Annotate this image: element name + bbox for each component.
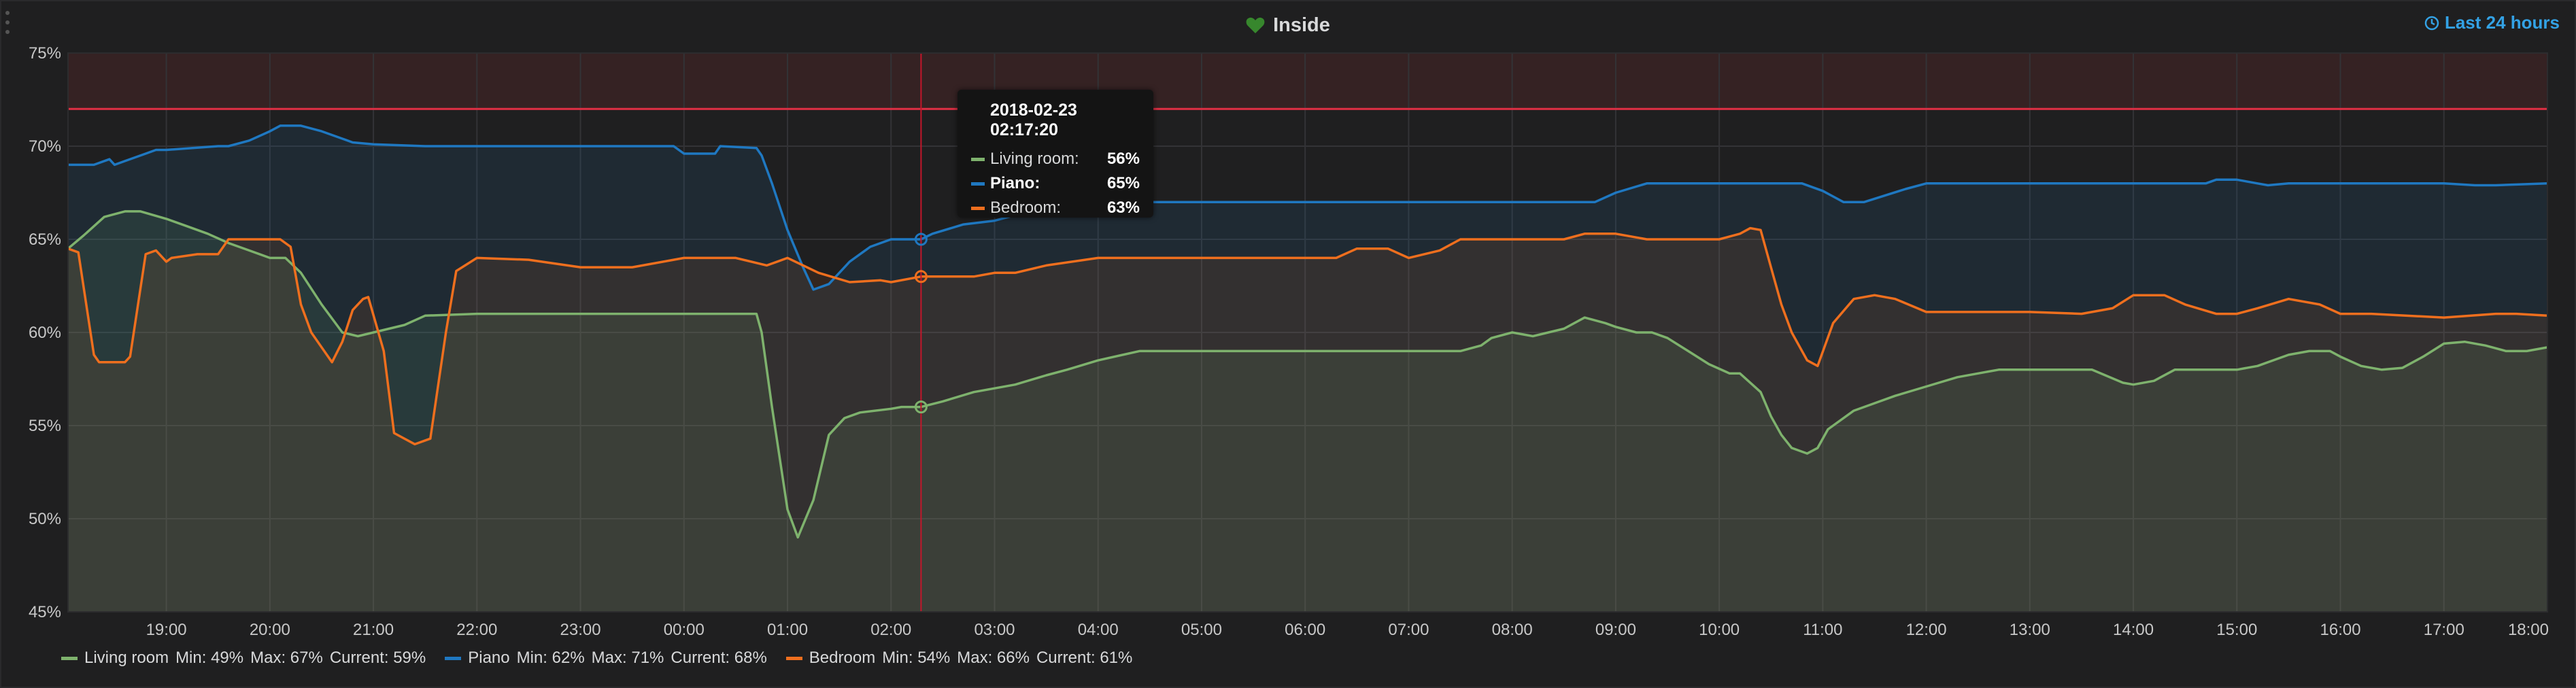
x-tick-label: 05:00 (1181, 621, 1222, 639)
legend-stat-current: Current: 68% (671, 649, 767, 667)
panel-header: Inside (1, 1, 2575, 49)
legend-item-piano[interactable]: Piano Min: 62% Max: 71% Current: 68% (445, 649, 767, 668)
y-tick-label: 55% (29, 417, 61, 435)
x-tick-label: 19:00 (146, 621, 187, 639)
x-tick-label: 21:00 (353, 621, 394, 639)
heart-icon (1246, 17, 1265, 33)
x-tick-label: 00:00 (664, 621, 705, 639)
chart-legend: Living room Min: 49% Max: 67% Current: 5… (61, 649, 1132, 668)
tooltip-swatch (971, 206, 985, 210)
tooltip-row-living-room: Living room: 56% (971, 147, 1140, 171)
series-area-piano (68, 125, 2547, 612)
hover-tooltip: 2018-02-23 02:17:20 Living room: 56% Pia… (957, 90, 1153, 218)
x-tick-label: 20:00 (250, 621, 290, 639)
y-tick-label: 65% (29, 230, 61, 249)
y-tick-label: 75% (29, 44, 61, 63)
legend-stat-min: Min: 62% (516, 649, 585, 667)
panel-title-text: Inside (1273, 14, 1330, 36)
plot-area-border (67, 52, 2548, 613)
x-tick-label: 15:00 (2216, 621, 2257, 639)
series-line-piano (68, 124, 2548, 291)
x-tick-label: 17:00 (2424, 621, 2464, 639)
legend-series-name: Living room (84, 649, 169, 667)
x-tick-label: 04:00 (1078, 621, 1119, 639)
x-tick-label: 07:00 (1388, 621, 1429, 639)
x-tick-label: 08:00 (1492, 621, 1533, 639)
legend-stat-max: Max: 71% (591, 649, 664, 667)
tooltip-swatch (971, 182, 985, 186)
legend-item-bedroom[interactable]: Bedroom Min: 54% Max: 66% Current: 61% (785, 649, 1133, 668)
x-tick-label: 11:00 (1803, 621, 1842, 639)
x-tick-label: 10:00 (1699, 621, 1740, 639)
x-tick-label: 01:00 (767, 621, 808, 639)
hover-point-piano (914, 233, 928, 246)
y-tick-label: 70% (29, 137, 61, 156)
legend-stat-min: Min: 54% (882, 649, 951, 667)
tooltip-series-name: Piano: (990, 174, 1040, 192)
series-line-living-room (67, 210, 2548, 539)
line-chart[interactable]: 45% 50% 55% 60% 65% 70% 75% 19:00 20:00 21:00 22:0… (1, 1, 2576, 640)
tooltip-series-value: 63% (1106, 199, 1140, 217)
tooltip-series-name: Living room: (990, 150, 1079, 168)
legend-swatch (785, 656, 802, 660)
legend-stat-max: Max: 67% (250, 649, 323, 667)
x-tick-label: 16:00 (2320, 621, 2361, 639)
tooltip-timestamp: 2018-02-23 02:17:20 (990, 101, 1077, 139)
tooltip-series-value: 65% (1106, 174, 1140, 192)
y-tick-label: 50% (29, 510, 61, 528)
y-tick-label: 60% (29, 324, 61, 342)
y-tick-label: 45% (29, 603, 61, 621)
legend-stat-max: Max: 66% (957, 649, 1030, 667)
x-tick-label: 09:00 (1595, 621, 1636, 639)
panel-title[interactable]: Inside (1246, 14, 1330, 37)
tooltip-swatch (971, 157, 985, 161)
legend-swatch (61, 656, 78, 660)
time-range-label: Last 24 hours (2444, 12, 2560, 33)
legend-stat-current: Current: 61% (1036, 649, 1133, 667)
series-line-bedroom (67, 226, 2548, 446)
x-tick-label: 03:00 (974, 621, 1015, 639)
tooltip-series-name: Bedroom: (990, 199, 1062, 217)
legend-series-name: Piano (468, 649, 510, 667)
tooltip-row-piano: Piano: 65% (971, 171, 1140, 196)
legend-stat-current: Current: 59% (329, 649, 426, 667)
legend-series-name: Bedroom (809, 649, 876, 667)
x-tick-label: 02:00 (870, 621, 911, 639)
time-range-link[interactable]: Last 24 hours (2424, 12, 2560, 33)
x-tick-label: 22:00 (456, 621, 497, 639)
x-tick-label: 13:00 (2010, 621, 2050, 639)
series-area-bedroom (68, 228, 2547, 613)
x-tick-label: 14:00 (2113, 621, 2154, 639)
legend-swatch (445, 656, 462, 660)
legend-item-living-room[interactable]: Living room Min: 49% Max: 67% Current: 5… (61, 649, 426, 668)
tooltip-series-value: 56% (1106, 150, 1140, 168)
x-tick-label: 23:00 (560, 621, 601, 639)
x-tick-label: 12:00 (1906, 621, 1947, 639)
x-tick-label: 06:00 (1285, 621, 1325, 639)
hover-point-bedroom (914, 270, 928, 283)
series-area-living-room (68, 211, 2547, 612)
legend-stat-min: Min: 49% (175, 649, 244, 667)
tooltip-row-bedroom: Bedroom: 63% (971, 196, 1140, 220)
clock-icon (2424, 16, 2439, 30)
threshold-region (68, 53, 2547, 109)
drag-handle-icon[interactable] (5, 11, 12, 34)
hover-point-living-room (914, 400, 928, 414)
x-tick-label: 18:00 (2508, 621, 2549, 639)
